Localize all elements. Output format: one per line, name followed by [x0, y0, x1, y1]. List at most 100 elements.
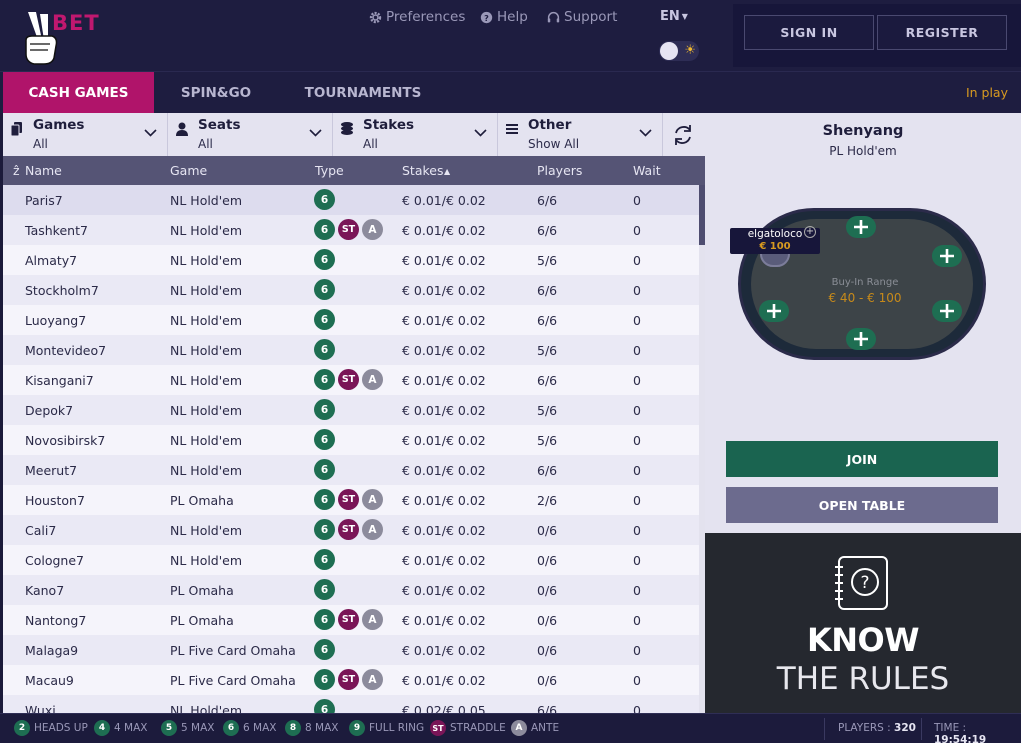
- empty-seat-button[interactable]: [932, 300, 962, 322]
- table-row[interactable]: Montevideo7 NL Hold'em 6 € 0.01/€ 0.02 5/6 0: [3, 335, 699, 365]
- max-players-badge: 6: [314, 519, 335, 540]
- brand-name: BET: [52, 11, 100, 35]
- legend-label: 6 MAX: [243, 722, 277, 734]
- tab-spin-and-go[interactable]: SPIN&GO: [180, 85, 252, 101]
- row-game: NL Hold'em: [170, 283, 243, 298]
- join-button[interactable]: JOIN: [726, 441, 998, 477]
- scrollbar-track[interactable]: [699, 185, 705, 713]
- tab-tournaments[interactable]: TOURNAMENTS: [304, 85, 422, 101]
- row-game: NL Hold'em: [170, 403, 243, 418]
- empty-seat-button[interactable]: [846, 328, 876, 350]
- toggle-knob: [660, 42, 678, 60]
- column-type[interactable]: Type: [315, 163, 344, 178]
- table-row[interactable]: Macau9 PL Five Card Omaha 6 ST A € 0.01/€ 0.0…: [3, 665, 699, 695]
- column-game[interactable]: Game: [170, 163, 208, 178]
- row-players: 0/6: [537, 553, 558, 568]
- row-wait: 0: [633, 613, 641, 628]
- filter-seats[interactable]: Seats All: [168, 113, 333, 156]
- row-players: 0/6: [537, 523, 558, 538]
- table-row[interactable]: Houston7 PL Omaha 6 ST A € 0.01/€ 0.02 2/6 0: [3, 485, 699, 515]
- row-wait: 0: [633, 403, 641, 418]
- filter-games[interactable]: Games All: [3, 113, 168, 156]
- scrollbar-thumb[interactable]: [699, 185, 705, 245]
- row-type-badges: 6: [314, 549, 335, 570]
- empty-seat-button[interactable]: [759, 300, 789, 322]
- row-type-badges: 6 ST A: [314, 489, 383, 510]
- preferences-link[interactable]: Preferences: [369, 9, 465, 25]
- table-row[interactable]: Kisangani7 NL Hold'em 6 ST A € 0.01/€ 0.02 6/6…: [3, 365, 699, 395]
- table-row[interactable]: Luoyang7 NL Hold'em 6 € 0.01/€ 0.02 6/6 0: [3, 305, 699, 335]
- row-stakes: € 0.01/€ 0.02: [402, 463, 486, 478]
- chevron-down-icon: [144, 129, 157, 137]
- filter-other[interactable]: Other Show All: [498, 113, 663, 156]
- table-row[interactable]: Kano7 PL Omaha 6 € 0.01/€ 0.02 0/6 0: [3, 575, 699, 605]
- max-players-badge: 6: [314, 339, 335, 360]
- row-type-badges: 6: [314, 699, 335, 713]
- row-game: NL Hold'em: [170, 433, 243, 448]
- open-table-button[interactable]: OPEN TABLE: [726, 487, 998, 523]
- row-name: Tashkent7: [25, 223, 88, 238]
- max-players-badge: 6: [314, 639, 335, 660]
- register-button[interactable]: REGISTER: [877, 15, 1007, 50]
- row-name: Almaty7: [25, 253, 78, 268]
- table-row[interactable]: Novosibirsk7 NL Hold'em 6 € 0.01/€ 0.02 5/6 0: [3, 425, 699, 455]
- column-stakes[interactable]: Stakes: [402, 163, 444, 178]
- table-row[interactable]: Stockholm7 NL Hold'em 6 € 0.01/€ 0.02 6/6 0: [3, 275, 699, 305]
- column-players[interactable]: Players: [537, 163, 583, 178]
- legend-label: 4 MAX: [114, 722, 148, 734]
- row-game: PL Five Card Omaha: [170, 643, 296, 658]
- in-play-link[interactable]: In play: [965, 85, 1008, 100]
- theme-toggle[interactable]: ☀: [659, 41, 699, 61]
- empty-seat-button[interactable]: [846, 216, 876, 238]
- straddle-badge: ST: [338, 219, 359, 240]
- row-type-badges: 6 ST A: [314, 669, 383, 690]
- row-type-badges: 6: [314, 189, 335, 210]
- row-stakes: € 0.01/€ 0.02: [402, 373, 486, 388]
- row-players: 6/6: [537, 463, 558, 478]
- table-row[interactable]: Paris7 NL Hold'em 6 € 0.01/€ 0.02 6/6 0: [3, 185, 699, 215]
- table-row[interactable]: Nantong7 PL Omaha 6 ST A € 0.01/€ 0.02 0/6 0: [3, 605, 699, 635]
- row-type-badges: 6 ST A: [314, 219, 383, 240]
- know-the-rules-banner[interactable]: ? KNOW THE RULES: [705, 533, 1021, 713]
- tab-cash-games[interactable]: CASH GAMES: [3, 72, 154, 114]
- column-wait[interactable]: Wait: [633, 163, 661, 178]
- column-name[interactable]: Name: [25, 163, 62, 178]
- legend-badge: 4: [94, 720, 110, 736]
- row-type-badges: 6: [314, 249, 335, 270]
- person-icon: [176, 122, 188, 136]
- max-players-badge: 6: [314, 399, 335, 420]
- row-game: NL Hold'em: [170, 343, 243, 358]
- support-link[interactable]: Support: [547, 9, 617, 25]
- empty-seat-button[interactable]: [932, 245, 962, 267]
- table-row[interactable]: Wuxi NL Hold'em 6 € 0.02/€ 0.05 6/6 0: [3, 695, 699, 713]
- row-wait: 0: [633, 373, 641, 388]
- refresh-icon[interactable]: [670, 122, 696, 148]
- table-row[interactable]: Cologne7 NL Hold'em 6 € 0.01/€ 0.02 0/6 0: [3, 545, 699, 575]
- help-link[interactable]: ? Help: [480, 9, 528, 25]
- table-row[interactable]: Malaga9 PL Five Card Omaha 6 € 0.01/€ 0.02 0…: [3, 635, 699, 665]
- sun-icon: ☀: [684, 43, 696, 58]
- row-game: NL Hold'em: [170, 703, 243, 713]
- row-wait: 0: [633, 253, 641, 268]
- max-players-badge: 6: [314, 609, 335, 630]
- language-select[interactable]: EN ▼: [660, 9, 688, 24]
- chevron-down-icon: [639, 129, 652, 137]
- plus-icon: [854, 220, 868, 234]
- max-players-badge: 6: [314, 579, 335, 600]
- table-row[interactable]: Cali7 NL Hold'em 6 ST A € 0.01/€ 0.02 0/6 0: [3, 515, 699, 545]
- sign-in-button[interactable]: SIGN IN: [744, 15, 874, 50]
- plus-icon: [940, 304, 954, 318]
- victory-hand-logo-icon[interactable]: [18, 10, 108, 66]
- row-name: Cali7: [25, 523, 57, 538]
- table-row[interactable]: Almaty7 NL Hold'em 6 € 0.01/€ 0.02 5/6 0: [3, 245, 699, 275]
- legend-label: HEADS UP: [34, 722, 88, 734]
- table-row[interactable]: Tashkent7 NL Hold'em 6 ST A € 0.01/€ 0.02 6/6 0: [3, 215, 699, 245]
- row-wait: 0: [633, 313, 641, 328]
- filter-stakes[interactable]: Stakes All: [333, 113, 498, 156]
- table-row[interactable]: Meerut7 NL Hold'em 6 € 0.01/€ 0.02 6/6 0: [3, 455, 699, 485]
- sort-az-icon[interactable]: ẑ: [13, 163, 20, 178]
- row-name: Cologne7: [25, 553, 84, 568]
- straddle-badge: ST: [338, 669, 359, 690]
- table-row[interactable]: Depok7 NL Hold'em 6 € 0.01/€ 0.02 5/6 0: [3, 395, 699, 425]
- row-game: NL Hold'em: [170, 253, 243, 268]
